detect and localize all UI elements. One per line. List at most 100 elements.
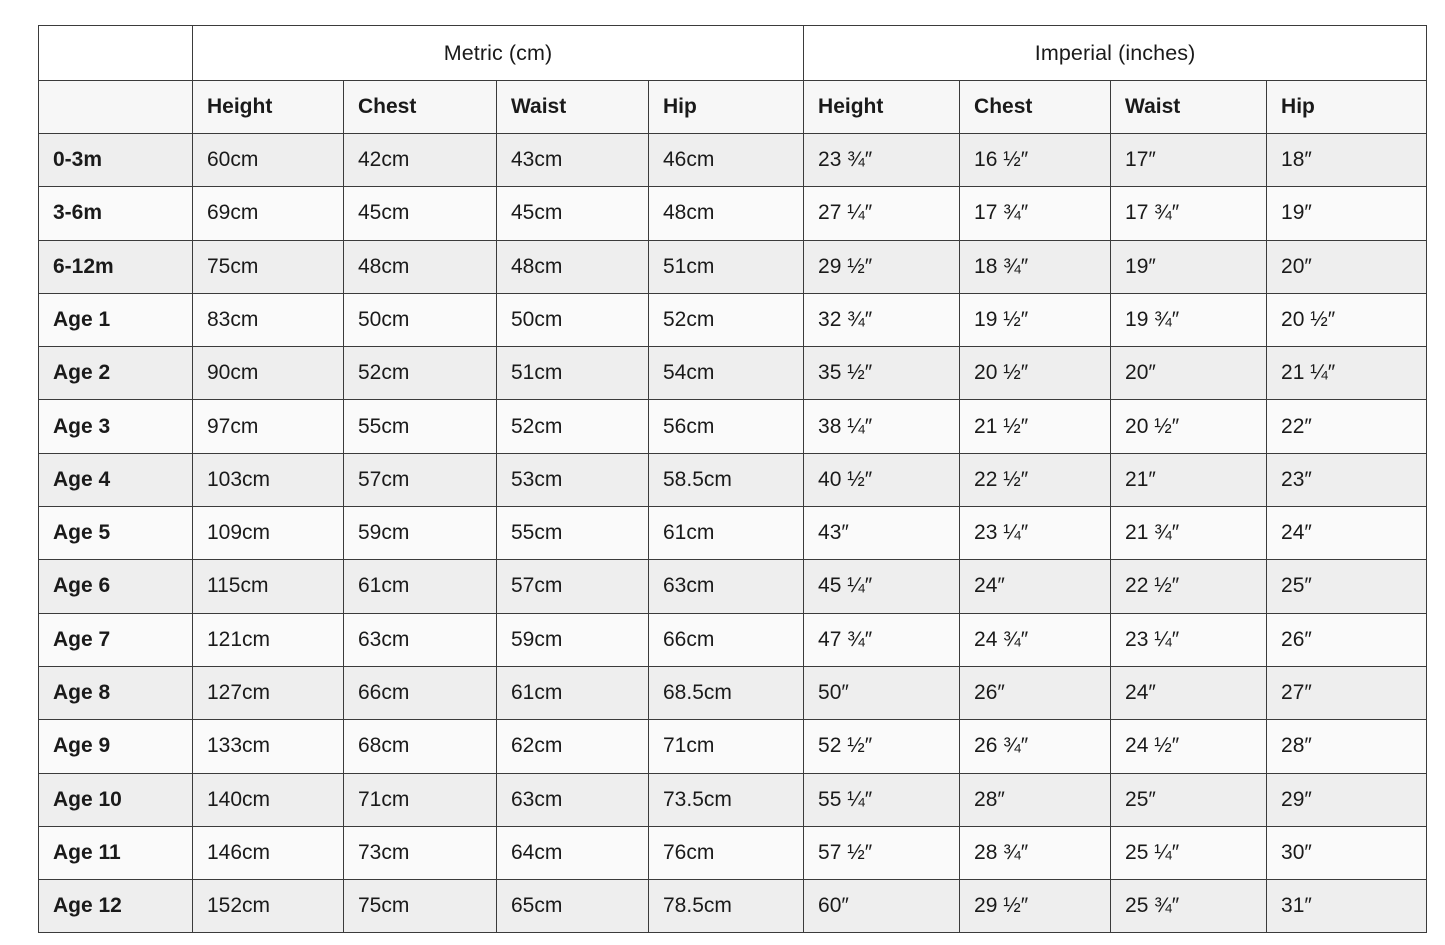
cell-imp_chest: 16 ½″: [959, 132, 1112, 188]
cell-metric_hip: 51cm: [647, 239, 805, 294]
cell-imp_hip: 18″: [1266, 132, 1428, 188]
size-chart-container: Metric (cm) Imperial (inches) Height Chest W…: [38, 25, 1428, 934]
cell-metric_height: 60cm: [192, 132, 344, 188]
cell-imp_waist: 24″: [1110, 665, 1268, 721]
cell-metric_height: 90cm: [192, 346, 344, 401]
row-label-age: Age 10: [38, 772, 193, 827]
cell-metric_chest: 71cm: [343, 772, 497, 827]
cell-imp_chest: 29 ½″: [959, 879, 1112, 934]
cell-metric_height: 83cm: [192, 292, 344, 348]
cell-metric_chest: 50cm: [343, 292, 497, 348]
cell-metric_hip: 46cm: [647, 132, 805, 188]
cell-imp_chest: 22 ½″: [959, 452, 1112, 508]
row-label-age: Age 7: [38, 612, 193, 667]
cell-imp_waist: 21″: [1110, 452, 1268, 508]
cell-imp_height: 32 ¾″: [803, 292, 961, 348]
cell-imp_height: 45 ¼″: [803, 559, 961, 614]
cell-metric_waist: 50cm: [496, 292, 649, 348]
header-column-row: Height Chest Waist Hip Height Chest Waist Hip: [38, 80, 1428, 134]
cell-imp_hip: 20 ½″: [1266, 292, 1428, 348]
table-row: Age 3 97cm 55cm 52cm 56cm 38 ¼″ 21 ½″ 20 ½″ 22″: [38, 399, 1428, 454]
cell-imp_hip: 22″: [1266, 399, 1428, 454]
row-label-age: Age 11: [38, 825, 193, 881]
cell-metric_waist: 52cm: [496, 399, 649, 454]
cell-imp_height: 50″: [803, 665, 961, 721]
cell-metric_waist: 53cm: [496, 452, 649, 508]
cell-metric_chest: 57cm: [343, 452, 497, 508]
cell-metric_hip: 61cm: [647, 506, 805, 561]
cell-metric_height: 115cm: [192, 559, 344, 614]
cell-imp_hip: 24″: [1266, 506, 1428, 561]
cell-imp_waist: 20″: [1110, 346, 1268, 401]
table-row: Age 9 133cm 68cm 62cm 71cm 52 ½″ 26 ¾″ 24 ½″ 28″: [38, 719, 1428, 774]
cell-imp_waist: 25 ¾″: [1110, 879, 1268, 934]
table-row: Age 7 121cm 63cm 59cm 66cm 47 ¾″ 24 ¾″ 23 ¼″ 26″: [38, 612, 1428, 667]
cell-imp_hip: 20″: [1266, 239, 1428, 294]
column-header-metric_waist: Waist: [496, 80, 649, 134]
column-header-metric_height: Height: [192, 80, 344, 134]
cell-imp_hip: 27″: [1266, 665, 1428, 721]
cell-metric_height: 146cm: [192, 825, 344, 881]
cell-metric_chest: 55cm: [343, 399, 497, 454]
cell-metric_height: 121cm: [192, 612, 344, 667]
cell-imp_chest: 26 ¾″: [959, 719, 1112, 774]
cell-metric_waist: 63cm: [496, 772, 649, 827]
row-label-age: 6-12m: [38, 239, 193, 294]
cell-imp_hip: 23″: [1266, 452, 1428, 508]
cell-metric_hip: 73.5cm: [647, 772, 805, 827]
corner-blank-cell: [38, 25, 193, 81]
corner-blank-cell-2: [38, 80, 193, 134]
table-row: 0-3m 60cm 42cm 43cm 46cm 23 ¾″ 16 ½″ 17″ 18″: [38, 132, 1428, 188]
cell-imp_height: 40 ½″: [803, 452, 961, 508]
cell-metric_waist: 65cm: [496, 879, 649, 934]
column-header-metric_chest: Chest: [343, 80, 497, 134]
cell-imp_hip: 25″: [1266, 559, 1428, 614]
cell-imp_hip: 29″: [1266, 772, 1428, 827]
cell-imp_waist: 23 ¼″: [1110, 612, 1268, 667]
cell-metric_waist: 55cm: [496, 506, 649, 561]
table-row: Age 11 146cm 73cm 64cm 76cm 57 ½″ 28 ¾″ 25 ¼″ 30…: [38, 825, 1428, 881]
cell-metric_chest: 61cm: [343, 559, 497, 614]
cell-metric_hip: 56cm: [647, 399, 805, 454]
cell-metric_height: 140cm: [192, 772, 344, 827]
cell-metric_waist: 59cm: [496, 612, 649, 667]
cell-imp_waist: 19 ¾″: [1110, 292, 1268, 348]
cell-metric_chest: 48cm: [343, 239, 497, 294]
table-row: Age 4 103cm 57cm 53cm 58.5cm 40 ½″ 22 ½″ 21″ 23″: [38, 452, 1428, 508]
cell-metric_chest: 66cm: [343, 665, 497, 721]
childrens-size-chart-table: Metric (cm) Imperial (inches) Height Chest W…: [38, 25, 1428, 934]
cell-imp_height: 23 ¾″: [803, 132, 961, 188]
cell-metric_height: 75cm: [192, 239, 344, 294]
cell-imp_hip: 28″: [1266, 719, 1428, 774]
cell-metric_waist: 61cm: [496, 665, 649, 721]
cell-imp_waist: 22 ½″: [1110, 559, 1268, 614]
row-label-age: Age 1: [38, 292, 193, 348]
cell-metric_waist: 51cm: [496, 346, 649, 401]
cell-imp_waist: 24 ½″: [1110, 719, 1268, 774]
cell-imp_chest: 19 ½″: [959, 292, 1112, 348]
cell-metric_chest: 73cm: [343, 825, 497, 881]
row-label-age: Age 9: [38, 719, 193, 774]
cell-imp_chest: 20 ½″: [959, 346, 1112, 401]
row-label-age: 0-3m: [38, 132, 193, 188]
header-group-imperial: Imperial (inches): [803, 25, 1428, 81]
cell-metric_chest: 45cm: [343, 186, 497, 241]
cell-imp_height: 38 ¼″: [803, 399, 961, 454]
column-header-imp_waist: Waist: [1110, 80, 1268, 134]
cell-metric_hip: 58.5cm: [647, 452, 805, 508]
cell-metric_hip: 54cm: [647, 346, 805, 401]
cell-metric_chest: 68cm: [343, 719, 497, 774]
row-label-age: 3-6m: [38, 186, 193, 241]
cell-metric_waist: 43cm: [496, 132, 649, 188]
column-header-metric_hip: Hip: [647, 80, 805, 134]
cell-imp_height: 57 ½″: [803, 825, 961, 881]
cell-imp_height: 47 ¾″: [803, 612, 961, 667]
cell-imp_hip: 30″: [1266, 825, 1428, 881]
cell-metric_hip: 63cm: [647, 559, 805, 614]
cell-metric_height: 109cm: [192, 506, 344, 561]
column-header-imp_height: Height: [803, 80, 961, 134]
cell-metric_waist: 62cm: [496, 719, 649, 774]
cell-imp_hip: 31″: [1266, 879, 1428, 934]
cell-imp_chest: 28 ¾″: [959, 825, 1112, 881]
cell-imp_height: 60″: [803, 879, 961, 934]
